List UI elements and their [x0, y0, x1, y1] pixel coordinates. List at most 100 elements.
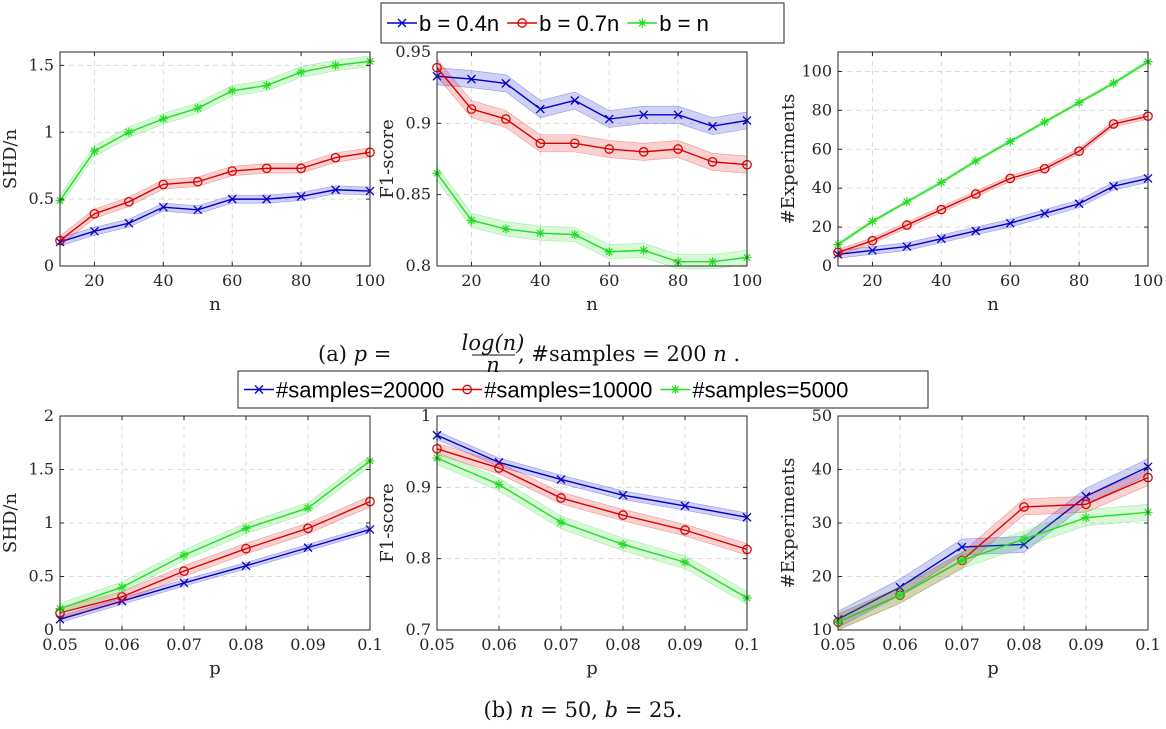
legend-1: #samples=20000 #samples=10000 #samples=500…	[237, 370, 929, 409]
data-point	[261, 163, 272, 174]
grid	[838, 416, 1148, 630]
data-point	[673, 144, 683, 154]
y-tick-label: 1	[44, 122, 54, 141]
y-tick-label: 20	[812, 567, 832, 586]
legend-marker	[462, 384, 473, 395]
y-axis-label: #Experiments	[778, 458, 799, 589]
data-point	[494, 479, 504, 489]
y-tick-label: 2	[44, 406, 54, 425]
x-tick-label: 0.09	[1068, 635, 1104, 654]
legend-0: b = 0.4n b = 0.7n b = n	[380, 2, 785, 44]
legend-label: b = n	[659, 11, 709, 36]
series-line	[59, 500, 371, 614]
series-line	[837, 511, 1149, 623]
data-point	[895, 582, 905, 592]
x-tick-label: 40	[153, 271, 173, 290]
legend-entry-0: b = 0.4n	[387, 11, 499, 36]
data-point	[639, 245, 649, 255]
data-point	[227, 86, 237, 96]
data-point	[604, 247, 614, 257]
series-line	[436, 457, 748, 599]
legend-box	[380, 2, 785, 44]
legend-marker	[637, 18, 647, 28]
y-tick-label: 0.95	[395, 42, 431, 61]
y-tick-label: 0.85	[395, 185, 431, 204]
x-tick-label: 0.05	[820, 635, 856, 654]
series-line	[436, 172, 748, 263]
data-point	[902, 242, 912, 252]
x-tick-label: 60	[599, 271, 619, 290]
legend-marker	[397, 18, 407, 28]
series-line	[59, 60, 371, 201]
data-point	[535, 104, 545, 114]
series-2	[432, 451, 752, 605]
y-axis-label: SHD/n	[0, 129, 21, 190]
caption-a-fraction-numerator: log(n)	[462, 331, 525, 355]
data-point	[296, 67, 306, 77]
data-point	[936, 204, 947, 215]
x-tick-label: 60	[222, 271, 242, 290]
legend-box	[237, 370, 929, 409]
series-2	[833, 57, 1153, 250]
data-point	[569, 138, 580, 149]
x-tick-label: 0.07	[543, 635, 579, 654]
confidence-band	[59, 495, 371, 619]
confidence-band	[59, 185, 371, 247]
data-point	[117, 591, 127, 602]
legends: b = 0.4n b = 0.7n b = n#samples=20000 #samp…	[237, 2, 929, 409]
confidence-band	[59, 55, 371, 207]
legend-entry-1: b = 0.7n	[507, 11, 619, 36]
x-tick-label: 80	[291, 271, 311, 290]
caption-a-rest: , #samples = 200 n .	[518, 342, 740, 366]
x-tick-label: 20	[84, 271, 104, 290]
data-point	[867, 235, 878, 246]
x-tick-label: 100	[355, 271, 386, 290]
data-point	[241, 561, 251, 571]
data-point	[193, 103, 203, 113]
x-tick-label: 0.07	[166, 635, 202, 654]
data-point	[1040, 209, 1050, 218]
data-point	[227, 166, 238, 176]
legend-entry-2: #samples=5000	[660, 378, 848, 403]
data-point	[466, 74, 476, 84]
legend-entry-1: #samples=10000	[452, 378, 652, 403]
data-point	[193, 205, 203, 215]
x-tick-label: 0.05	[419, 635, 455, 654]
data-point	[501, 78, 511, 88]
series-0	[55, 185, 375, 247]
x-tick-label: 0.08	[605, 635, 641, 654]
subplot-1-2: 0.05 0.06 0.07 0.08 0.09 0.1 10 20 30 40 50 p #Exper…	[778, 406, 1161, 679]
data-point	[535, 228, 545, 238]
data-point	[1040, 117, 1050, 127]
y-tick-label: 40	[812, 178, 832, 197]
data-point	[680, 501, 690, 511]
series-line	[59, 189, 371, 243]
legend-label: b = 0.7n	[539, 11, 619, 36]
series-line	[436, 434, 748, 518]
data-point	[89, 146, 99, 156]
ticks: 20 40 60 80 100 0.8 0.85 0.9 0.95	[395, 42, 762, 290]
axes-box	[837, 51, 1149, 267]
series-2	[432, 165, 752, 270]
y-tick-label: 100	[801, 61, 832, 80]
y-axis-label: SHD/n	[0, 493, 21, 554]
axes-box	[436, 51, 748, 267]
x-axis-label: n	[209, 294, 221, 315]
data-point	[707, 157, 718, 167]
x-tick-label: 0.1	[357, 635, 382, 654]
data-point	[1109, 78, 1119, 88]
series-line	[837, 61, 1149, 246]
x-axis-label: p	[209, 658, 221, 679]
x-tick-label: 0.06	[481, 635, 517, 654]
y-tick-label: 10	[812, 620, 832, 639]
data-point	[1005, 218, 1015, 228]
confidence-band	[837, 112, 1149, 256]
legend-label: #samples=20000	[276, 378, 444, 403]
data-point	[1074, 199, 1084, 209]
y-tick-label: 60	[812, 139, 832, 158]
y-axis-label: F1-score	[377, 119, 398, 198]
data-point	[556, 517, 566, 527]
axes-box	[436, 415, 748, 631]
series-1	[432, 58, 752, 174]
data-point	[158, 202, 168, 212]
